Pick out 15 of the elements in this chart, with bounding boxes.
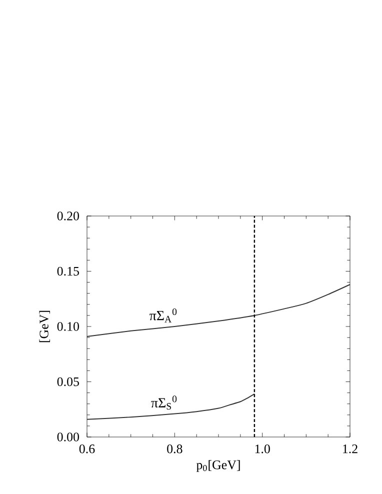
y-tick-label: 0.20 (57, 212, 80, 220)
line-series (86, 284, 350, 337)
x-tick-label: 1.0 (255, 444, 270, 454)
x-tick-label: 1.2 (343, 444, 358, 454)
line-series (86, 393, 255, 420)
series-label: πΣ$_{A}$0 (150, 308, 177, 322)
y-axis-title: [GeV] (39, 310, 50, 342)
y-tick-label: 0.05 (57, 377, 79, 386)
x-tick-label: 0.8 (167, 444, 182, 454)
y-tick-label: 0.15 (57, 266, 79, 276)
x-tick-label: 0.6 (79, 444, 95, 454)
x-axis-title: p$_{0}$[GeV] (196, 460, 240, 472)
series-label: πΣ$_{S}$0 (151, 396, 177, 410)
y-tick-label: 0.10 (57, 322, 80, 331)
y-tick-label: 0.00 (57, 432, 80, 442)
